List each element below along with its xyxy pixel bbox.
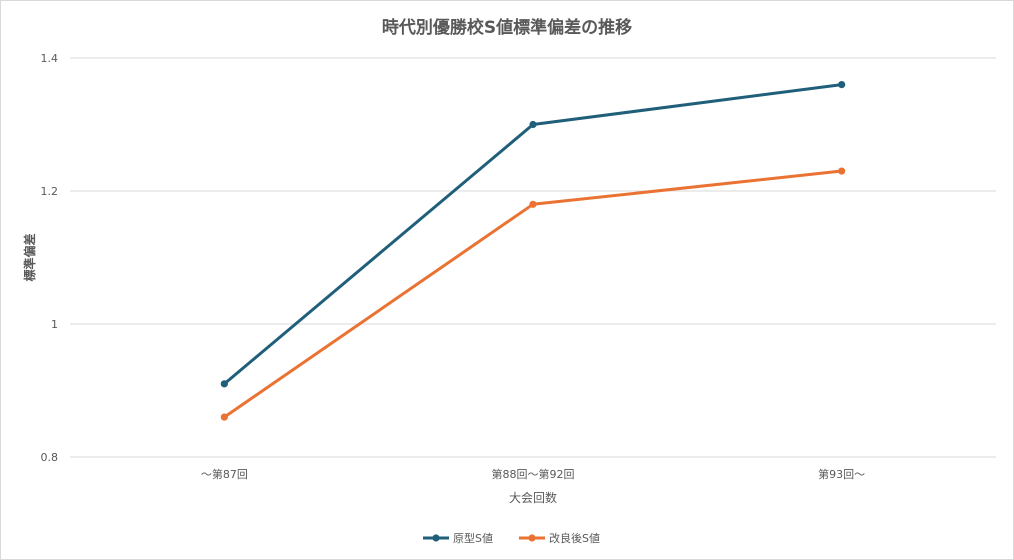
legend: 原型S値 改良後S値 <box>423 531 600 545</box>
data-point <box>838 167 846 175</box>
chart-title: 時代別優勝校S値標準偏差の推移 <box>382 17 632 38</box>
legend-label: 原型S値 <box>453 531 493 545</box>
x-tick-label: ～第87回 <box>201 467 248 481</box>
data-point <box>529 200 537 208</box>
y-tick-label: 1 <box>51 318 58 331</box>
legend-label: 改良後S値 <box>549 531 600 545</box>
gridlines <box>70 57 996 458</box>
series-line-1 <box>222 83 844 386</box>
y-axis-ticks: 0.8 1 1.2 1.4 <box>41 52 59 464</box>
data-point <box>529 120 537 129</box>
x-tick-label: 第88回～第92回 <box>492 467 575 481</box>
y-tick-label: 0.8 <box>41 451 59 464</box>
data-point <box>220 413 228 421</box>
x-tick-label: 第93回～ <box>818 467 865 481</box>
y-tick-label: 1.4 <box>41 52 59 65</box>
legend-swatch-marker <box>432 534 440 542</box>
x-axis-ticks: ～第87回 第88回～第92回 第93回～ <box>201 467 865 481</box>
y-axis-title: 標準偏差 <box>22 233 37 281</box>
legend-swatch-marker <box>528 534 536 542</box>
x-axis-title: 大会回数 <box>509 490 557 505</box>
series-group <box>220 81 846 421</box>
series-line-2 <box>222 169 844 419</box>
y-tick-label: 1.2 <box>41 185 59 198</box>
data-point <box>220 380 228 388</box>
data-point <box>838 81 846 89</box>
